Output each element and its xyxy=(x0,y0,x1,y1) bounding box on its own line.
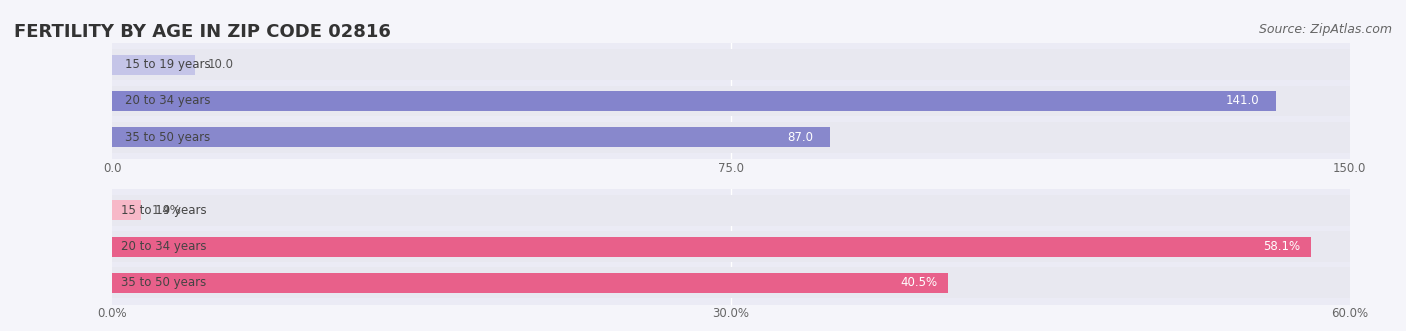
Bar xyxy=(112,267,1350,298)
Bar xyxy=(112,49,1350,80)
Bar xyxy=(112,55,195,75)
Bar xyxy=(112,195,1350,226)
Bar xyxy=(112,122,1350,153)
Bar xyxy=(112,127,830,147)
Text: Source: ZipAtlas.com: Source: ZipAtlas.com xyxy=(1258,23,1392,36)
Text: 87.0: 87.0 xyxy=(787,131,814,144)
Text: 58.1%: 58.1% xyxy=(1263,240,1301,253)
Bar xyxy=(112,273,948,293)
Text: 10.0: 10.0 xyxy=(207,58,233,71)
Bar xyxy=(112,86,1350,116)
Text: FERTILITY BY AGE IN ZIP CODE 02816: FERTILITY BY AGE IN ZIP CODE 02816 xyxy=(14,23,391,41)
Bar xyxy=(112,237,1310,257)
Text: 20 to 34 years: 20 to 34 years xyxy=(121,240,207,253)
Text: 141.0: 141.0 xyxy=(1226,94,1258,108)
Text: 35 to 50 years: 35 to 50 years xyxy=(121,276,205,289)
Text: 40.5%: 40.5% xyxy=(900,276,938,289)
Text: 20 to 34 years: 20 to 34 years xyxy=(125,94,211,108)
Text: 15 to 19 years: 15 to 19 years xyxy=(121,204,207,217)
Text: 35 to 50 years: 35 to 50 years xyxy=(125,131,209,144)
Text: 15 to 19 years: 15 to 19 years xyxy=(125,58,211,71)
Bar xyxy=(112,231,1350,262)
Text: 1.4%: 1.4% xyxy=(152,204,181,217)
Bar xyxy=(112,201,142,220)
Bar xyxy=(112,91,1275,111)
